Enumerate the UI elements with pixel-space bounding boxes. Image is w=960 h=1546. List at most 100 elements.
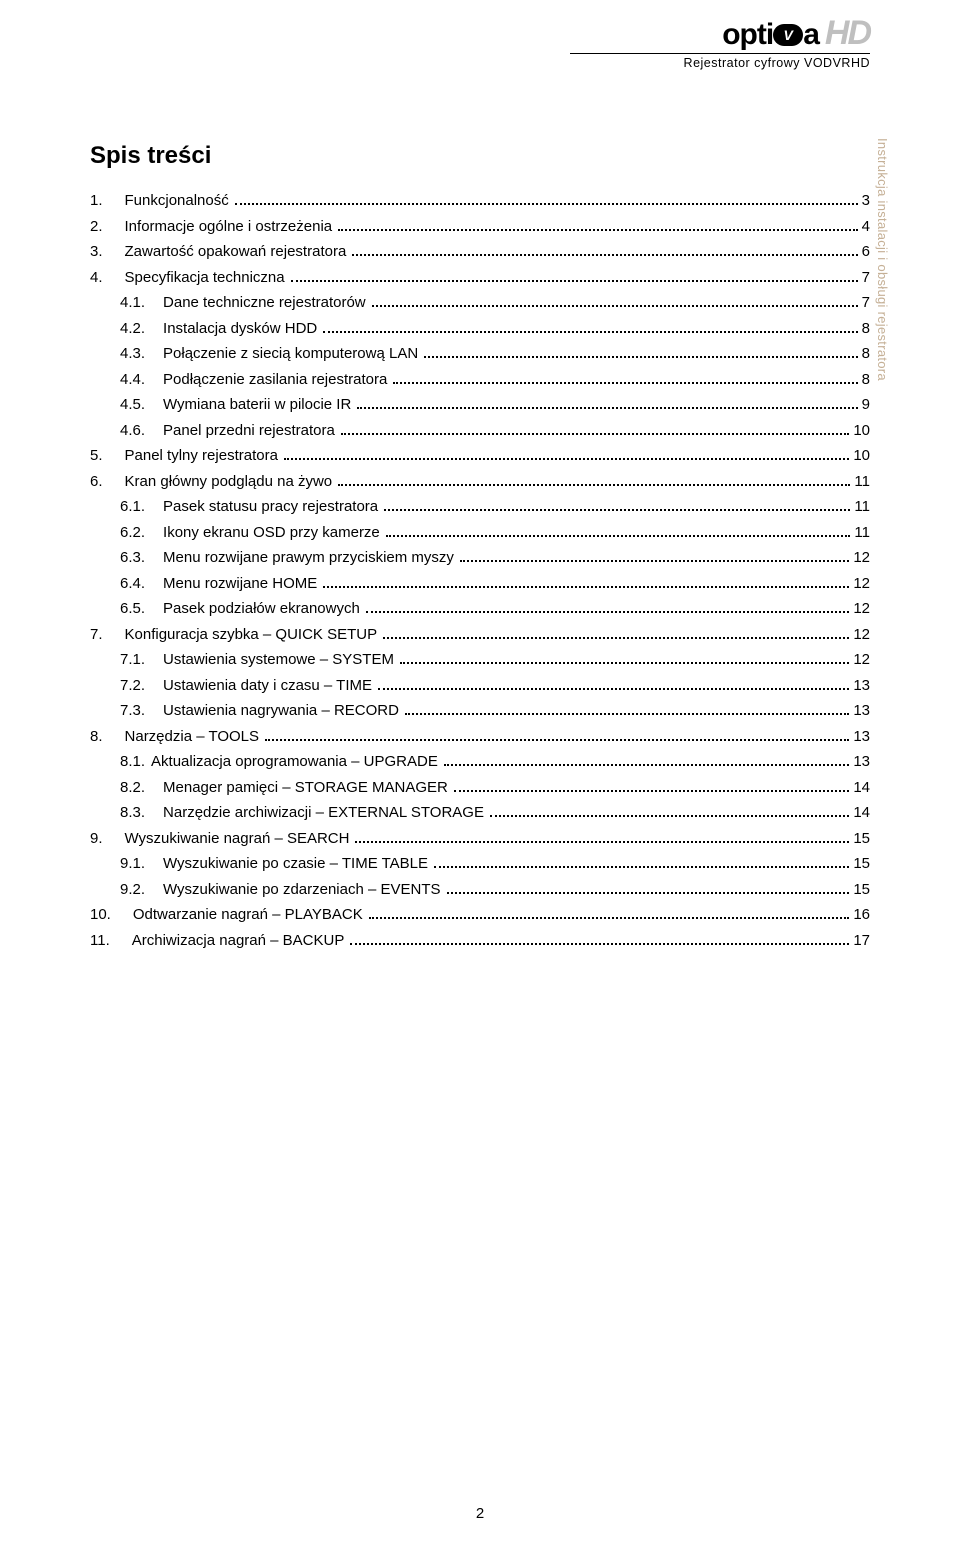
toc-row: 2.Informacje ogólne i ostrzeżenia4 <box>90 214 870 240</box>
toc-leader-dots <box>338 484 850 486</box>
toc-page: 10 <box>853 443 870 469</box>
toc-row: 4.5.Wymiana baterii w pilocie IR 9 <box>90 392 870 418</box>
toc-label: Wyszukiwanie po czasie – TIME TABLE <box>149 855 428 872</box>
toc-number: 9. <box>90 826 107 852</box>
toc-number: 6.5. <box>120 596 149 622</box>
side-rail-text: Instrukcja instalacji i obsługi rejestra… <box>875 138 890 381</box>
toc-leader-dots <box>323 586 849 588</box>
toc-page: 17 <box>853 928 870 954</box>
toc-label: Panel przedni rejestratora <box>149 422 335 439</box>
toc-label: Informacje ogólne i ostrzeżenia <box>107 218 333 235</box>
toc-number: 4.1. <box>120 290 149 316</box>
toc-leader-dots <box>265 739 849 741</box>
side-rail: Instrukcja instalacji i obsługi rejestra… <box>876 138 894 458</box>
toc-row: 4.Specyfikacja techniczna 7 <box>90 265 870 291</box>
brand-hd: HD <box>825 14 870 53</box>
toc-row: 9.1.Wyszukiwanie po czasie – TIME TABLE 1… <box>90 851 870 877</box>
toc-number: 4.5. <box>120 392 149 418</box>
toc-label: Archiwizacja nagrań – BACKUP <box>114 932 345 949</box>
document-page: optiVa HD Rejestrator cyfrowy VODVRHD In… <box>0 0 960 1546</box>
toc-row: 6.2.Ikony ekranu OSD przy kamerze11 <box>90 520 870 546</box>
toc-page: 13 <box>853 698 870 724</box>
toc-number: 8.1. <box>120 749 149 775</box>
toc-row: 4.6.Panel przedni rejestratora 10 <box>90 418 870 444</box>
toc-number: 8. <box>90 724 107 750</box>
toc-label: Funkcjonalność <box>107 192 229 209</box>
toc-page: 12 <box>853 596 870 622</box>
toc-row: 6.4.Menu rozwijane HOME12 <box>90 571 870 597</box>
toc-number: 7.1. <box>120 647 149 673</box>
toc-row: 1.Funkcjonalność3 <box>90 188 870 214</box>
toc-row: 7.3.Ustawienia nagrywania – RECORD13 <box>90 698 870 724</box>
toc-leader-dots <box>490 815 849 817</box>
toc-row: 3.Zawartość opakowań rejestratora 6 <box>90 239 870 265</box>
toc-label: Wyszukiwanie nagrań – SEARCH <box>107 830 350 847</box>
toc-page: 13 <box>853 673 870 699</box>
toc-page: 16 <box>853 902 870 928</box>
toc-leader-dots <box>434 866 849 868</box>
toc-page: 7 <box>862 290 870 316</box>
toc-leader-dots <box>366 611 850 613</box>
toc-page: 8 <box>862 341 870 367</box>
toc-leader-dots <box>393 382 857 384</box>
toc-page: 11 <box>854 520 870 546</box>
toc-number: 4.6. <box>120 418 149 444</box>
toc-number: 8.3. <box>120 800 149 826</box>
toc-row: 9.Wyszukiwanie nagrań – SEARCH15 <box>90 826 870 852</box>
toc-leader-dots <box>460 560 849 562</box>
toc-leader-dots <box>350 943 849 945</box>
toc-label: Odtwarzanie nagrań – PLAYBACK <box>115 906 363 923</box>
toc-number: 11. <box>90 928 114 954</box>
toc-row: 9.2.Wyszukiwanie po zdarzeniach – EVENTS… <box>90 877 870 903</box>
toc-label: Pasek podziałów ekranowych <box>149 600 360 617</box>
content-area: Spis treści 1.Funkcjonalność32.Informacj… <box>90 142 870 953</box>
toc-number: 9.2. <box>120 877 149 903</box>
toc-leader-dots <box>384 509 850 511</box>
toc-number: 7.2. <box>120 673 149 699</box>
toc-label: Ustawienia daty i czasu – TIME <box>149 677 372 694</box>
toc-label: Podłączenie zasilania rejestratora <box>149 371 387 388</box>
toc-page: 11 <box>854 494 870 520</box>
toc-leader-dots <box>454 790 849 792</box>
toc-leader-dots <box>424 356 858 358</box>
brand-right: a <box>803 18 819 51</box>
toc-page: 10 <box>853 418 870 444</box>
toc-page: 7 <box>862 265 870 291</box>
toc-leader-dots <box>291 280 858 282</box>
toc-leader-dots <box>372 305 858 307</box>
toc-number: 9.1. <box>120 851 149 877</box>
toc-number: 4.2. <box>120 316 149 342</box>
toc-label: Zawartość opakowań rejestratora <box>107 243 347 260</box>
toc-label: Konfiguracja szybka – QUICK SETUP <box>107 626 378 643</box>
toc-row: 7.1.Ustawienia systemowe – SYSTEM12 <box>90 647 870 673</box>
toc-number: 6.2. <box>120 520 149 546</box>
toc-leader-dots <box>378 688 849 690</box>
toc-label: Wymiana baterii w pilocie IR <box>149 396 351 413</box>
brand-left: opti <box>722 18 773 51</box>
toc-number: 4. <box>90 265 107 291</box>
toc-label: Wyszukiwanie po zdarzeniach – EVENTS <box>149 881 441 898</box>
toc-number: 4.4. <box>120 367 149 393</box>
toc-row: 8.1.Aktualizacja oprogramowania – UPGRAD… <box>90 749 870 775</box>
toc-row: 10.Odtwarzanie nagrań – PLAYBACK 16 <box>90 902 870 928</box>
toc-page: 13 <box>853 724 870 750</box>
toc-leader-dots <box>235 203 858 205</box>
toc-number: 10. <box>90 902 115 928</box>
logo-text: optiVa <box>722 18 819 52</box>
header-logo-block: optiVa HD Rejestrator cyfrowy VODVRHD <box>570 14 870 70</box>
toc-page: 9 <box>862 392 870 418</box>
toc-row: 11.Archiwizacja nagrań – BACKUP 17 <box>90 928 870 954</box>
toc-leader-dots <box>444 764 849 766</box>
toc-row: 4.1.Dane techniczne rejestratorów7 <box>90 290 870 316</box>
toc-row: 6.Kran główny podglądu na żywo11 <box>90 469 870 495</box>
toc-page: 8 <box>862 316 870 342</box>
toc-label: Aktualizacja oprogramowania – UPGRADE <box>149 753 438 770</box>
toc-label: Specyfikacja techniczna <box>107 269 285 286</box>
toc-number: 3. <box>90 239 107 265</box>
toc-row: 7.2.Ustawienia daty i czasu – TIME 13 <box>90 673 870 699</box>
toc-page: 6 <box>862 239 870 265</box>
toc-number: 6.3. <box>120 545 149 571</box>
toc-page: 4 <box>862 214 870 240</box>
toc-page: 15 <box>853 851 870 877</box>
toc-leader-dots <box>357 407 857 409</box>
